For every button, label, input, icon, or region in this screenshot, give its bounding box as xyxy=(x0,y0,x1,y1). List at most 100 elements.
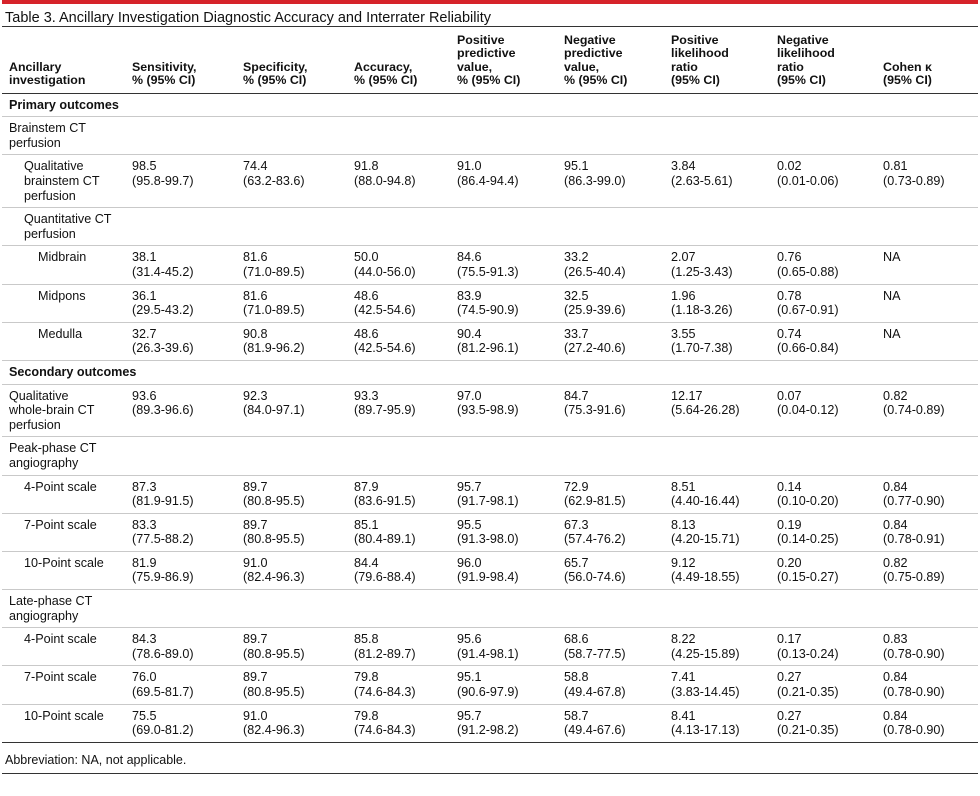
data-cell: 89.7 (80.8-95.5) xyxy=(243,513,354,551)
row-label: 7-Point scale xyxy=(2,666,132,704)
data-cell xyxy=(354,437,457,475)
cell-line: (0.78-0.91) xyxy=(883,532,945,547)
data-cell: 38.1 (31.4-45.2) xyxy=(132,246,243,284)
cell-line: 93.6 xyxy=(132,388,157,403)
cell-line: (86.3-99.0) xyxy=(564,174,626,188)
table-row: Midbrain 38.1 (31.4-45.2) 81.6 (71.0-89.5) 50… xyxy=(2,246,978,285)
cell-line: 95.7 xyxy=(457,708,482,723)
cell-line: (95% CI) xyxy=(883,73,932,88)
data-cell: 91.0 (86.4-94.4) xyxy=(457,155,564,208)
cell-line: (79.6-88.4) xyxy=(354,570,416,585)
cell-line: whole-brain CT xyxy=(9,403,95,418)
cell-line: angiography xyxy=(9,608,79,623)
cell-line: 0.76 xyxy=(777,250,802,265)
cell-line: (90.6-97.9) xyxy=(457,685,519,700)
cell-line: brainstem CT xyxy=(24,174,100,188)
data-cell: 0.76 (0.65-0.88) xyxy=(777,246,883,284)
cell-line: (93.5-98.9) xyxy=(457,403,519,418)
data-cell: 0.17 (0.13-0.24) xyxy=(777,628,883,666)
cell-line: perfusion xyxy=(24,188,76,203)
data-cell: 91.8 (88.0-94.8) xyxy=(354,155,457,208)
data-cell: 97.0 (93.5-98.9) xyxy=(457,384,564,437)
data-table: Ancillary investigation Sensitivity,% (95%… xyxy=(2,27,978,743)
data-cell: 12.17 (5.64-26.28) xyxy=(671,384,777,437)
cell-line: (78.6-89.0) xyxy=(132,646,194,661)
cell-line: (89.7-95.9) xyxy=(354,403,416,418)
cell-line: 95.1 xyxy=(457,670,482,685)
cell-line: (0.01-0.06) xyxy=(777,174,839,188)
data-cell: 0.82 (0.74-0.89) xyxy=(883,384,978,437)
column-header: Cohen κ (95% CI) xyxy=(883,27,978,93)
cell-line: (2.63-5.61) xyxy=(671,174,733,188)
row-label: 10-Point scale xyxy=(2,551,132,589)
cell-line: (29.5-43.2) xyxy=(132,303,194,318)
data-cell: 7.41 (3.83-14.45) xyxy=(671,666,777,704)
cell-line: 9.12 xyxy=(671,555,696,570)
data-cell xyxy=(564,208,671,246)
cell-line: perfusion xyxy=(24,226,76,241)
cell-line: (0.04-0.12) xyxy=(777,403,839,418)
section-label: Secondary outcomes xyxy=(9,364,137,379)
data-cell: 72.9 (62.9-81.5) xyxy=(564,475,671,513)
cell-line: (69.0-81.2) xyxy=(132,723,194,738)
cell-line: 0.82 xyxy=(883,388,908,403)
cell-line: (57.4-76.2) xyxy=(564,532,626,547)
table-row: Qualitative brainstem CT perfusion 98.5 (95.… xyxy=(2,155,978,208)
table-row: 10-Point scale 75.5 (69.0-81.2) 91.0 (82.4-9… xyxy=(2,704,978,743)
table-row: Medulla 32.7 (26.3-39.6) 90.8 (81.9-96.2) 48.… xyxy=(2,322,978,361)
cell-line: (4.40-16.44) xyxy=(671,494,740,509)
cell-line: 81.6 xyxy=(243,288,268,303)
cell-line: predictive xyxy=(564,46,623,61)
cell-line: (0.65-0.88) xyxy=(777,264,839,279)
data-cell: 8.41 (4.13-17.13) xyxy=(671,704,777,742)
row-label: 4-Point scale xyxy=(2,475,132,513)
cell-line: 0.02 xyxy=(777,159,802,174)
table-body: Primary outcomes Brainstem CT perfusion Qua… xyxy=(2,93,978,743)
data-cell: 83.9 (74.5-90.9) xyxy=(457,284,564,322)
data-cell: 2.07 (1.25-3.43) xyxy=(671,246,777,284)
cell-line: 93.3 xyxy=(354,388,379,403)
cell-line: 95.1 xyxy=(564,159,589,174)
cell-line: (74.6-84.3) xyxy=(354,723,416,738)
cell-line: investigation xyxy=(9,73,86,88)
cell-line: value, xyxy=(457,59,493,74)
data-cell xyxy=(243,590,354,628)
data-cell: 8.51 (4.40-16.44) xyxy=(671,475,777,513)
cell-line: (83.6-91.5) xyxy=(354,494,416,509)
row-label: Medulla xyxy=(2,322,132,360)
cell-line: Brainstem CT xyxy=(9,121,86,136)
data-cell: 0.14 (0.10-0.20) xyxy=(777,475,883,513)
cell-line: 58.8 xyxy=(564,670,589,685)
data-cell: 0.82 (0.75-0.89) xyxy=(883,551,978,589)
row-label: 10-Point scale xyxy=(2,704,132,742)
data-cell xyxy=(457,208,564,246)
cell-line: Qualitative xyxy=(24,159,84,174)
cell-line: 0.83 xyxy=(883,632,908,647)
cell-line: 1.96 xyxy=(671,288,696,303)
cell-line: 72.9 xyxy=(564,479,589,494)
section-label: Primary outcomes xyxy=(9,97,119,112)
cell-line: (1.18-3.26) xyxy=(671,303,733,318)
cell-line: (0.78-0.90) xyxy=(883,723,945,738)
cell-line: (0.73-0.89) xyxy=(883,174,945,188)
data-cell xyxy=(132,437,243,475)
cell-line: 97.0 xyxy=(457,388,482,403)
cell-line: (80.8-95.5) xyxy=(243,532,305,547)
cell-line: (84.0-97.1) xyxy=(243,403,305,418)
cell-line: 85.8 xyxy=(354,632,379,647)
table-row: 7-Point scale 83.3 (77.5-88.2) 89.7 (80.8-95… xyxy=(2,513,978,552)
data-cell: 1.96 (1.18-3.26) xyxy=(671,284,777,322)
cell-line: Negative xyxy=(564,33,616,47)
data-cell xyxy=(883,117,978,155)
cell-line: % (95% CI) xyxy=(132,73,196,88)
cell-line: 33.2 xyxy=(564,250,589,265)
cell-line: (89.3-96.6) xyxy=(132,403,194,418)
data-cell xyxy=(457,590,564,628)
cell-line: Cohen κ xyxy=(883,59,932,74)
cell-line: (0.13-0.24) xyxy=(777,646,839,661)
cell-line: 12.17 xyxy=(671,388,703,403)
cell-line: perfusion xyxy=(9,417,61,432)
data-cell: 32.7 (26.3-39.6) xyxy=(132,322,243,360)
cell-line: % (95% CI) xyxy=(243,73,307,88)
data-cell: 8.13 (4.20-15.71) xyxy=(671,513,777,551)
